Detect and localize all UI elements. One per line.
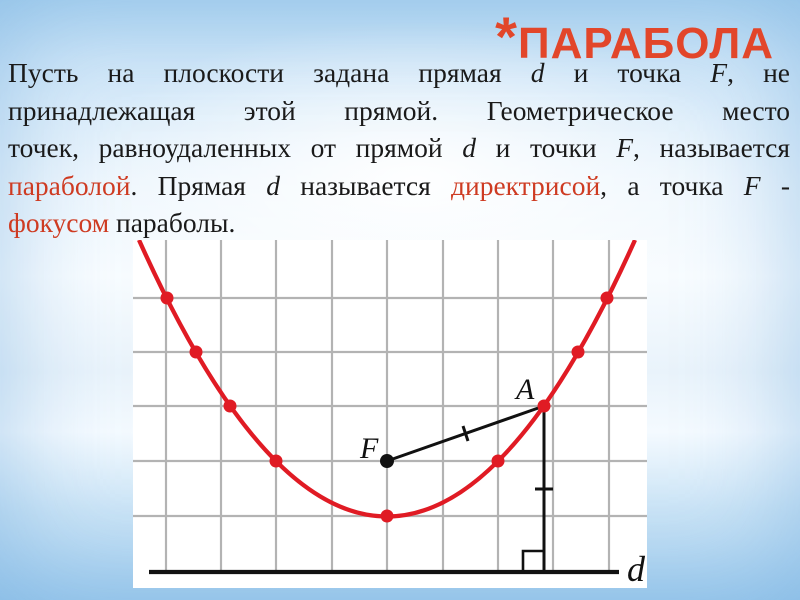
text-run: параболы. xyxy=(109,207,236,239)
label-d: d xyxy=(627,549,646,588)
text-line: принадлежащая этой прямой. Геометрическо… xyxy=(8,92,790,130)
text-run: принадлежащая этой прямой. Геометрическо… xyxy=(8,94,790,126)
parabola-point xyxy=(491,454,505,468)
math-symbol: F xyxy=(743,169,761,201)
label-F: F xyxy=(359,432,379,465)
text-line: параболой. Прямая d называется директрис… xyxy=(8,167,790,205)
text-run: . Прямая xyxy=(130,169,267,201)
parabola-point xyxy=(571,345,585,359)
parabola-point xyxy=(537,399,551,413)
text-line: фокусом параболы. xyxy=(8,204,790,242)
term-highlight: директрисой xyxy=(451,169,601,201)
text-run: , не xyxy=(727,57,790,88)
text-run: называется xyxy=(279,169,452,201)
text-run: точек, равноудаленных от прямой xyxy=(8,132,463,164)
parabola-figure-canvas: F Ad xyxy=(133,240,647,588)
parabola-point xyxy=(160,291,174,305)
term-highlight: параболой xyxy=(8,169,131,201)
right-angle-mark xyxy=(521,549,544,572)
text-run: - xyxy=(760,169,790,201)
tick-F-A xyxy=(461,425,470,442)
term-highlight: фокусом xyxy=(8,207,110,239)
title-asterisk: * xyxy=(495,5,517,68)
math-symbol: F xyxy=(616,132,633,164)
parabola-point xyxy=(269,454,283,468)
parabola-point xyxy=(189,345,203,359)
math-symbol: d xyxy=(530,57,545,88)
text-run: , а точка xyxy=(600,169,744,201)
math-symbol: d xyxy=(462,132,476,164)
text-run: Пусть на плоскости задана прямая xyxy=(8,57,531,88)
label-A: A xyxy=(514,373,535,406)
text-run: , называется xyxy=(633,132,790,164)
parabola-point xyxy=(380,509,394,523)
parabola-point xyxy=(223,399,237,413)
text-line: Пусть на плоскости задана прямая d и точ… xyxy=(8,54,790,92)
focus-point xyxy=(380,454,394,468)
definition-text: Пусть на плоскости задана прямая d и точ… xyxy=(8,54,790,242)
math-symbol: d xyxy=(266,169,280,201)
math-symbol: F xyxy=(710,57,728,88)
parabola-point xyxy=(600,291,614,305)
text-run: и точка xyxy=(544,57,711,88)
text-line: точек, равноудаленных от прямой d и точк… xyxy=(8,129,790,167)
slide-title: * ПАРАБОЛА xyxy=(495,5,774,68)
text-run: и точки xyxy=(476,132,617,164)
title-text: ПАРАБОЛА xyxy=(517,19,774,68)
